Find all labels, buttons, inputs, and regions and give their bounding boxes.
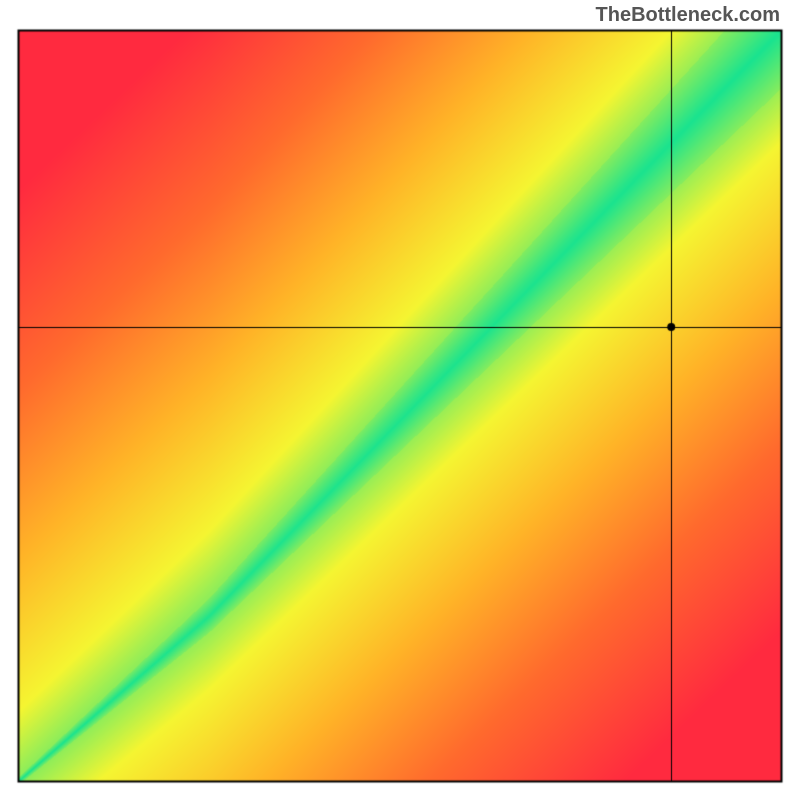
bottleneck-heatmap-chart: TheBottleneck.com [0, 0, 800, 800]
heatmap-canvas [0, 0, 800, 800]
attribution-label: TheBottleneck.com [596, 4, 780, 27]
